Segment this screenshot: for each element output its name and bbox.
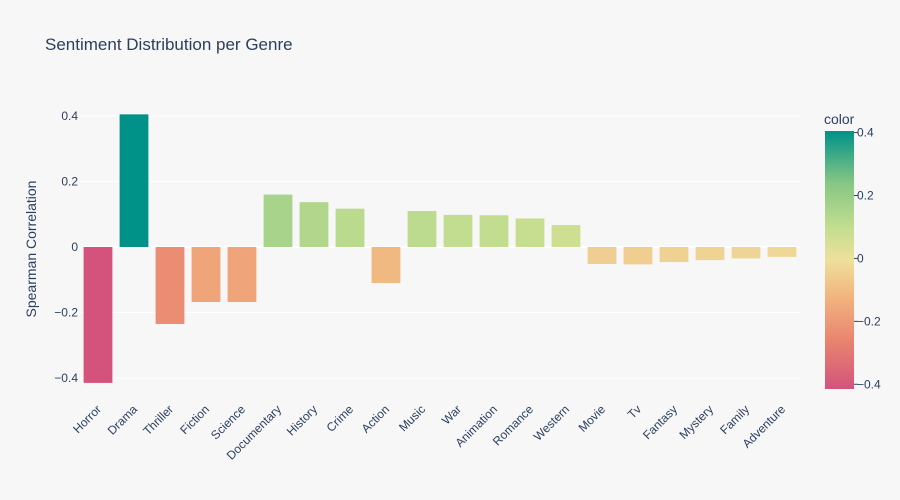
colorbar-title: color	[824, 111, 855, 127]
bar-thriller	[155, 247, 185, 324]
bar-tv	[623, 247, 653, 265]
bar-romance	[515, 218, 545, 247]
x-tick-label: Mystery	[677, 402, 717, 442]
x-tick-label: Horror	[70, 402, 104, 436]
colorbar-gradient	[825, 131, 854, 389]
x-tick-label: Western	[531, 402, 572, 443]
gridlines	[80, 115, 800, 379]
x-tick-label: Drama	[105, 402, 141, 438]
x-tick-label: Tv	[625, 402, 644, 421]
colorbar-tick-label: 0.2	[857, 189, 874, 203]
bar-family	[731, 247, 761, 259]
y-tick-label: −0.2	[54, 306, 78, 320]
y-tick-label: 0	[71, 240, 78, 254]
x-tick-label: History	[284, 402, 320, 438]
y-axis-ticks: 0.4 0.2 0 −0.2 −0.4	[54, 109, 78, 385]
bar-drama	[119, 114, 149, 247]
bar-horror	[83, 247, 113, 383]
x-tick-label: Family	[717, 402, 752, 437]
bar-war	[443, 214, 473, 247]
x-tick-label: Action	[359, 402, 392, 435]
x-tick-label: Fantasy	[640, 402, 680, 442]
bar-mystery	[695, 247, 725, 261]
bar-adventure	[767, 247, 797, 257]
bar-documentary	[263, 194, 293, 247]
x-tick-label: War	[439, 402, 464, 427]
colorbar-tick-label: 0.4	[857, 126, 874, 140]
colorbar-tick-label: 0	[857, 251, 864, 265]
x-tick-label: Crime	[324, 402, 357, 435]
colorbar-ticks: 0.4 0.2 0 −0.2 −0.4	[854, 126, 881, 391]
bar-animation	[479, 215, 509, 247]
bar-music	[407, 210, 437, 247]
bar-science	[227, 247, 257, 303]
bars	[83, 114, 797, 383]
y-tick-label: −0.4	[54, 371, 78, 385]
bar-fiction	[191, 247, 221, 303]
chart-title: Sentiment Distribution per Genre	[45, 35, 293, 54]
bar-action	[371, 247, 401, 284]
x-tick-label: Music	[396, 402, 428, 434]
colorbar-tick-label: −0.4	[857, 377, 881, 391]
x-tick-label: Movie	[576, 402, 609, 435]
y-tick-label: 0.4	[61, 109, 78, 123]
bar-crime	[335, 208, 365, 247]
y-axis-title: Spearman Correlation	[23, 181, 39, 318]
x-tick-label: Fiction	[177, 402, 212, 437]
bar-fantasy	[659, 247, 689, 263]
colorbar: color 0.4 0.2 0 −0.2 −0.4	[824, 111, 881, 391]
colorbar-tick-label: −0.2	[857, 314, 881, 328]
y-tick-label: 0.2	[61, 175, 78, 189]
bar-western	[551, 225, 581, 247]
bar-history	[299, 202, 329, 247]
x-tick-label: Thriller	[140, 402, 176, 438]
x-axis-ticks: Horror Drama Thriller FictionScienceDocumen…	[70, 402, 788, 463]
bar-movie	[587, 247, 617, 265]
